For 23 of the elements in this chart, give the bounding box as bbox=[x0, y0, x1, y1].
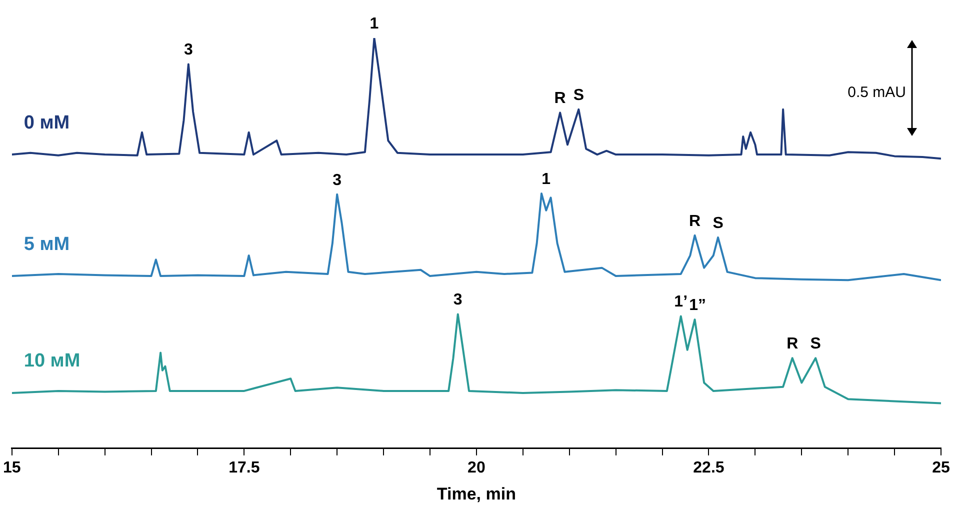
series-label: 5 мМ bbox=[24, 234, 70, 255]
annotation: 1” bbox=[689, 296, 706, 314]
x-tick-label: 25 bbox=[932, 459, 950, 476]
x-tick-label: 20 bbox=[468, 459, 486, 476]
annotation: S bbox=[712, 214, 724, 232]
annotation: 1 bbox=[542, 170, 551, 188]
series-label: 10 мМ bbox=[24, 350, 80, 372]
annotation: 0.5 mAU bbox=[848, 84, 906, 102]
annotation: S bbox=[573, 86, 584, 104]
annotation: R bbox=[689, 212, 702, 230]
x-tick-label: 15 bbox=[3, 459, 21, 476]
annotation: R bbox=[554, 90, 566, 108]
series-label: 0 мМ bbox=[24, 112, 70, 134]
annotation: 1 bbox=[370, 15, 379, 32]
x-tick-label: 22.5 bbox=[693, 459, 724, 476]
x-tick-label: 17.5 bbox=[228, 459, 260, 476]
annotation: 3 bbox=[332, 172, 342, 189]
annotation: S bbox=[810, 336, 822, 353]
annotation: 3 bbox=[453, 292, 462, 309]
annotation: 3 bbox=[184, 42, 193, 59]
annotation: 1’ bbox=[674, 294, 688, 311]
x-axis-title: Time, min bbox=[436, 484, 516, 504]
annotation: R bbox=[786, 336, 799, 353]
